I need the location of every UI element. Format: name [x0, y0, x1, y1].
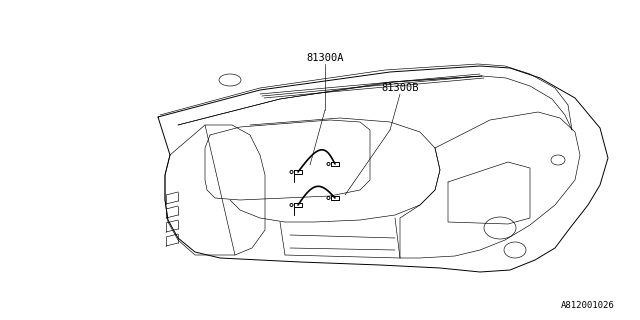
Text: 81300B: 81300B	[381, 83, 419, 93]
Text: A812001026: A812001026	[561, 301, 615, 310]
Text: 81300A: 81300A	[307, 53, 344, 63]
